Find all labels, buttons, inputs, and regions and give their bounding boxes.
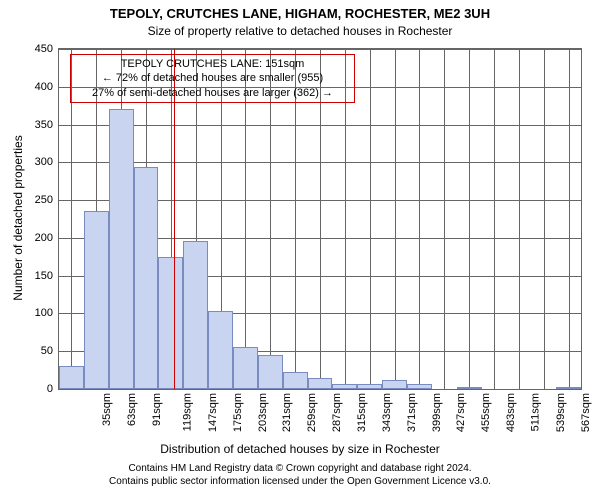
reference-annotation: TEPOLY CRUTCHES LANE: 151sqm ← 72% of de…: [70, 54, 355, 103]
chart-title: TEPOLY, CRUTCHES LANE, HIGHAM, ROCHESTER…: [0, 6, 600, 23]
histogram-bar: [283, 372, 308, 389]
y-tick-label: 0: [47, 383, 59, 395]
histogram-bar: [109, 109, 134, 389]
y-tick-label: 100: [35, 307, 59, 319]
annotation-line3: 27% of semi-detached houses are larger (…: [75, 86, 350, 100]
y-tick-label: 350: [35, 119, 59, 131]
annotation-line1: TEPOLY CRUTCHES LANE: 151sqm: [75, 57, 350, 71]
y-axis-label: Number of detached properties: [11, 135, 25, 300]
histogram-bar: [84, 211, 109, 389]
x-tick-label: 231sqm: [282, 393, 294, 432]
y-tick-label: 450: [35, 43, 59, 55]
histogram-bar: [332, 384, 357, 389]
y-tick-label: 50: [41, 345, 59, 357]
x-tick-label: 483sqm: [505, 393, 517, 432]
x-tick-label: 371sqm: [406, 393, 418, 432]
y-tick-label: 250: [35, 194, 59, 206]
x-tick-label: 511sqm: [529, 393, 541, 431]
x-tick-label: 147sqm: [207, 393, 219, 432]
gridline-v: [370, 49, 371, 389]
gridline-h: [59, 389, 581, 390]
histogram-bar: [308, 378, 333, 389]
gridline-v: [469, 49, 470, 389]
x-tick-label: 259sqm: [306, 393, 318, 432]
gridline-v: [569, 49, 570, 389]
y-tick-label: 150: [35, 270, 59, 282]
x-tick-label: 35sqm: [101, 393, 113, 426]
histogram-bar: [134, 167, 159, 389]
gridline-v: [444, 49, 445, 389]
gridline-v: [519, 49, 520, 389]
x-tick-label: 175sqm: [232, 393, 244, 432]
x-tick-label: 455sqm: [480, 393, 492, 432]
histogram-bar: [233, 347, 258, 389]
chart-container: { "title": "TEPOLY, CRUTCHES LANE, HIGHA…: [0, 0, 600, 500]
histogram-bar: [183, 241, 208, 389]
x-axis-label: Distribution of detached houses by size …: [160, 442, 440, 456]
x-tick-label: 203sqm: [257, 393, 269, 432]
gridline-v: [544, 49, 545, 389]
histogram-bar: [382, 380, 407, 389]
y-tick-label: 200: [35, 232, 59, 244]
y-tick-label: 400: [35, 81, 59, 93]
x-tick-label: 567sqm: [580, 393, 592, 432]
x-tick-label: 399sqm: [431, 393, 443, 432]
histogram-bar: [407, 384, 432, 389]
histogram-bar: [457, 387, 482, 389]
footer-attribution: Contains HM Land Registry data © Crown c…: [0, 462, 600, 488]
x-tick-label: 63sqm: [126, 393, 138, 426]
gridline-v: [395, 49, 396, 389]
x-tick-label: 91sqm: [151, 393, 163, 426]
x-tick-label: 427sqm: [456, 393, 468, 432]
annotation-line2: ← 72% of detached houses are smaller (95…: [75, 71, 350, 85]
x-tick-label: 119sqm: [181, 393, 193, 431]
histogram-bar: [208, 311, 233, 389]
chart-subtitle: Size of property relative to detached ho…: [0, 24, 600, 40]
histogram-bar: [556, 387, 581, 389]
histogram-bar: [59, 366, 84, 389]
histogram-bar: [357, 384, 382, 389]
x-tick-label: 315sqm: [356, 393, 368, 432]
x-tick-label: 343sqm: [381, 393, 393, 432]
y-tick-label: 300: [35, 156, 59, 168]
x-tick-label: 287sqm: [331, 393, 343, 432]
histogram-bar: [258, 355, 283, 389]
gridline-v: [419, 49, 420, 389]
gridline-v: [494, 49, 495, 389]
histogram-bar: [158, 257, 183, 389]
x-tick-label: 539sqm: [555, 393, 567, 432]
